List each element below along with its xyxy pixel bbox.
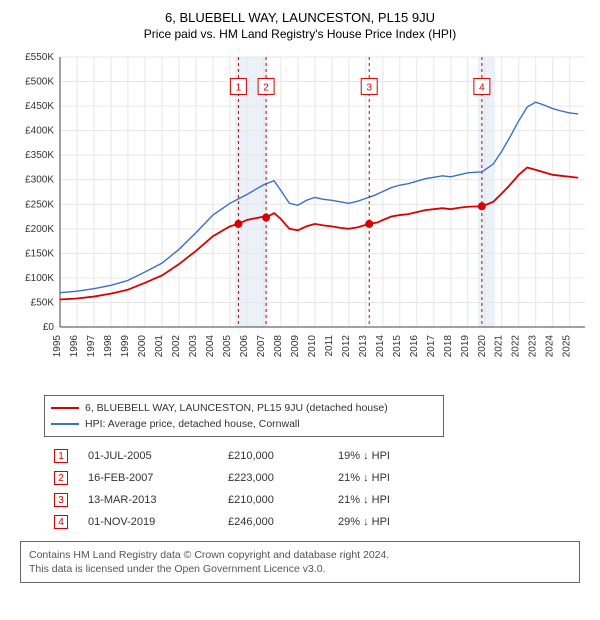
svg-text:1996: 1996 — [69, 335, 80, 358]
legend-item: 6, BLUEBELL WAY, LAUNCESTON, PL15 9JU (d… — [51, 400, 437, 416]
chart-subtitle: Price paid vs. HM Land Registry's House … — [10, 27, 590, 41]
tx-num-box: 2 — [54, 471, 68, 485]
down-arrow-icon: ↓ — [363, 516, 369, 528]
svg-text:2020: 2020 — [477, 335, 488, 358]
svg-text:£250K: £250K — [25, 199, 54, 210]
tx-delta: 19% ↓ HPI — [328, 445, 400, 467]
svg-text:1995: 1995 — [52, 335, 63, 358]
down-arrow-icon: ↓ — [363, 472, 369, 484]
svg-text:1: 1 — [236, 82, 242, 93]
legend-label: HPI: Average price, detached house, Corn… — [85, 418, 300, 430]
svg-text:2008: 2008 — [273, 335, 284, 358]
svg-text:2017: 2017 — [426, 335, 437, 358]
attribution-line-1: Contains HM Land Registry data © Crown c… — [29, 548, 571, 562]
svg-text:2001: 2001 — [154, 335, 165, 358]
svg-text:£150K: £150K — [25, 248, 54, 259]
down-arrow-icon: ↓ — [363, 450, 369, 462]
tx-num-cell: 2 — [44, 467, 78, 489]
chart-container: 6, BLUEBELL WAY, LAUNCESTON, PL15 9JU Pr… — [0, 0, 600, 593]
svg-text:2009: 2009 — [290, 335, 301, 358]
tx-num-box: 3 — [54, 493, 68, 507]
svg-text:2015: 2015 — [392, 335, 403, 358]
tx-delta: 21% ↓ HPI — [328, 467, 400, 489]
tx-num-cell: 1 — [44, 445, 78, 467]
tx-date: 01-JUL-2005 — [78, 445, 218, 467]
svg-text:2006: 2006 — [239, 335, 250, 358]
attribution-box: Contains HM Land Registry data © Crown c… — [20, 541, 580, 583]
tx-num-box: 4 — [54, 515, 68, 529]
transactions-table: 1 01-JUL-2005£210,00019% ↓ HPI 2 16-FEB-200… — [44, 445, 400, 533]
svg-text:£550K: £550K — [25, 52, 54, 63]
svg-text:2003: 2003 — [188, 335, 199, 358]
svg-text:2016: 2016 — [409, 335, 420, 358]
svg-text:2018: 2018 — [443, 335, 454, 358]
svg-text:2007: 2007 — [256, 335, 267, 358]
svg-text:2025: 2025 — [562, 335, 573, 358]
svg-text:2013: 2013 — [358, 335, 369, 358]
svg-text:2022: 2022 — [511, 335, 522, 358]
svg-text:1998: 1998 — [103, 335, 114, 358]
svg-text:2019: 2019 — [460, 335, 471, 358]
table-row: 4 01-NOV-2019£246,00029% ↓ HPI — [44, 511, 400, 533]
chart-title: 6, BLUEBELL WAY, LAUNCESTON, PL15 9JU — [10, 10, 590, 25]
tx-price: £223,000 — [218, 467, 328, 489]
svg-text:£50K: £50K — [31, 297, 55, 308]
tx-num-cell: 4 — [44, 511, 78, 533]
svg-text:2023: 2023 — [528, 335, 539, 358]
svg-text:£350K: £350K — [25, 150, 54, 161]
svg-text:1997: 1997 — [86, 335, 97, 358]
tx-delta: 29% ↓ HPI — [328, 511, 400, 533]
tx-num-box: 1 — [54, 449, 68, 463]
svg-text:1999: 1999 — [120, 335, 131, 358]
legend-box: 6, BLUEBELL WAY, LAUNCESTON, PL15 9JU (d… — [44, 395, 444, 437]
table-row: 3 13-MAR-2013£210,00021% ↓ HPI — [44, 489, 400, 511]
svg-text:3: 3 — [366, 82, 372, 93]
tx-date: 13-MAR-2013 — [78, 489, 218, 511]
svg-text:2024: 2024 — [545, 335, 556, 358]
tx-date: 01-NOV-2019 — [78, 511, 218, 533]
svg-text:2021: 2021 — [494, 335, 505, 358]
legend-swatch — [51, 407, 79, 409]
svg-text:£100K: £100K — [25, 273, 54, 284]
tx-price: £210,000 — [218, 489, 328, 511]
svg-text:2010: 2010 — [307, 335, 318, 358]
tx-price: £246,000 — [218, 511, 328, 533]
chart-plot: £0 £50K £100K £150K £200K £250K £300K £350K £400… — [10, 47, 590, 387]
tx-price: £210,000 — [218, 445, 328, 467]
tx-num-cell: 3 — [44, 489, 78, 511]
table-row: 2 16-FEB-2007£223,00021% ↓ HPI — [44, 467, 400, 489]
svg-text:2: 2 — [263, 82, 269, 93]
tx-delta: 21% ↓ HPI — [328, 489, 400, 511]
svg-text:2002: 2002 — [171, 335, 182, 358]
svg-text:£500K: £500K — [25, 77, 54, 88]
svg-text:2005: 2005 — [222, 335, 233, 358]
svg-text:4: 4 — [479, 82, 485, 93]
svg-text:£400K: £400K — [25, 126, 54, 137]
svg-text:£450K: £450K — [25, 101, 54, 112]
legend-item: HPI: Average price, detached house, Corn… — [51, 416, 437, 432]
table-row: 1 01-JUL-2005£210,00019% ↓ HPI — [44, 445, 400, 467]
svg-text:2012: 2012 — [341, 335, 352, 358]
svg-text:£200K: £200K — [25, 224, 54, 235]
tx-date: 16-FEB-2007 — [78, 467, 218, 489]
svg-text:£300K: £300K — [25, 175, 54, 186]
attribution-line-2: This data is licensed under the Open Gov… — [29, 562, 571, 576]
chart-svg: £0 £50K £100K £150K £200K £250K £300K £350K £400… — [10, 47, 590, 387]
svg-text:2011: 2011 — [324, 335, 335, 357]
legend-swatch — [51, 423, 79, 425]
svg-text:2004: 2004 — [205, 335, 216, 358]
svg-text:£0: £0 — [43, 322, 55, 333]
svg-text:2000: 2000 — [137, 335, 148, 358]
svg-text:2014: 2014 — [375, 335, 386, 358]
down-arrow-icon: ↓ — [363, 494, 369, 506]
legend-label: 6, BLUEBELL WAY, LAUNCESTON, PL15 9JU (d… — [85, 402, 388, 414]
